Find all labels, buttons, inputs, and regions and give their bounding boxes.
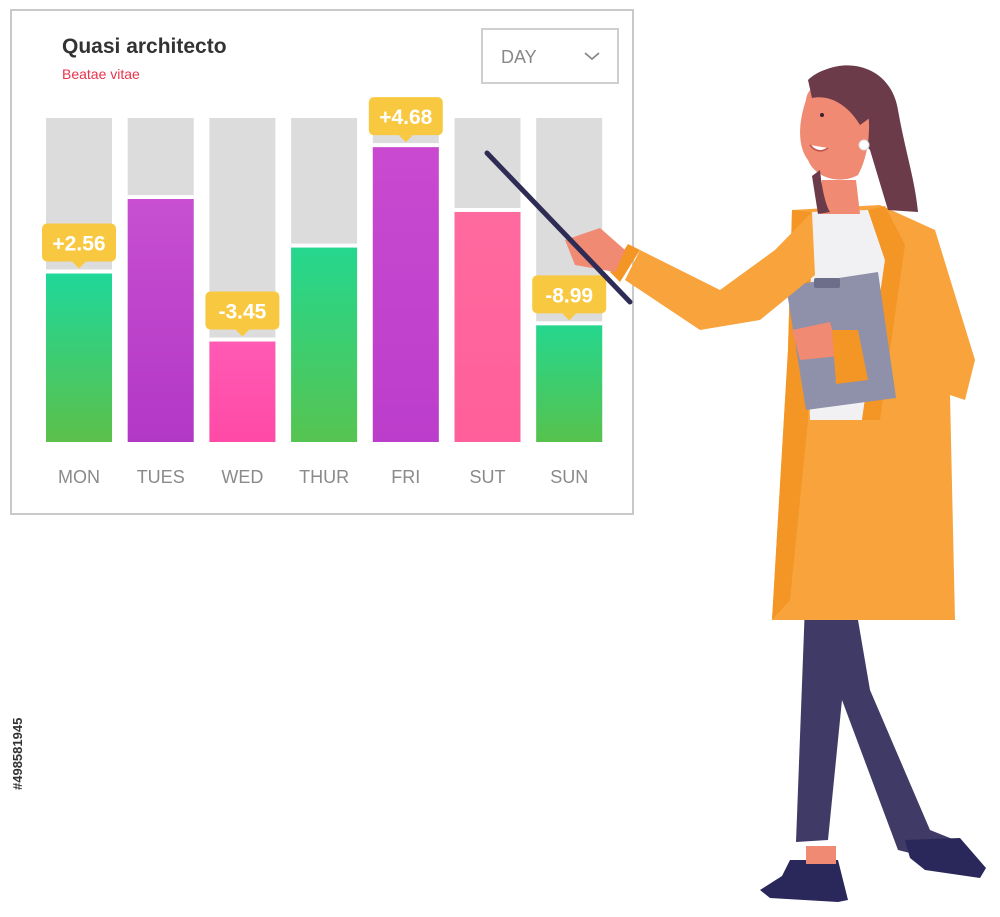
data-label-mon: +2.56 xyxy=(42,223,116,269)
bar-separator xyxy=(127,195,194,199)
bar-separator xyxy=(372,143,439,148)
bar-separator xyxy=(291,243,358,248)
stock-image-id: #498581945 xyxy=(10,717,25,790)
data-label-fri: +4.68 xyxy=(368,97,443,143)
bar-separator xyxy=(46,269,112,274)
bar-separator xyxy=(209,337,276,342)
chevron-down-icon xyxy=(584,52,600,61)
bar-separator xyxy=(454,207,521,212)
period-dropdown-value: DAY xyxy=(501,47,537,67)
x-tick-label: TUES xyxy=(137,467,185,487)
data-label-wed: -3.45 xyxy=(205,291,280,337)
period-dropdown[interactable]: DAY xyxy=(481,28,619,84)
chart-subtitle: Beatae vitae xyxy=(62,66,140,82)
x-tick-label: WED xyxy=(221,467,263,487)
bar-separator xyxy=(536,321,603,326)
svg-text:+2.56: +2.56 xyxy=(52,233,105,256)
x-tick-label: THUR xyxy=(299,467,349,487)
chart-title: Quasi architecto xyxy=(62,35,227,58)
presenter-illustration xyxy=(484,65,986,902)
bar-thur xyxy=(291,247,358,442)
x-tick-label: SUN xyxy=(550,467,588,487)
bar-fri xyxy=(372,147,439,442)
x-tick-label: SUT xyxy=(470,467,506,487)
bar-sun xyxy=(536,325,603,442)
bar-sut xyxy=(454,211,521,442)
svg-text:+4.68: +4.68 xyxy=(379,106,432,129)
chart-panel: Quasi architecto Beatae vitae DAY MON +2.… xyxy=(10,9,634,515)
x-tick-label: MON xyxy=(58,467,100,487)
data-label-sun: -8.99 xyxy=(532,275,607,321)
svg-text:-3.45: -3.45 xyxy=(218,301,266,324)
x-tick-label: FRI xyxy=(391,467,420,487)
bar-wed xyxy=(209,341,276,442)
bar-mon xyxy=(46,273,112,442)
bar-tues xyxy=(127,199,194,442)
bar-chart: MON +2.56 TUES WED -3.45 THUR FRI +4.68 SUT SUN -8… xyxy=(42,97,607,487)
svg-text:-8.99: -8.99 xyxy=(545,284,593,307)
